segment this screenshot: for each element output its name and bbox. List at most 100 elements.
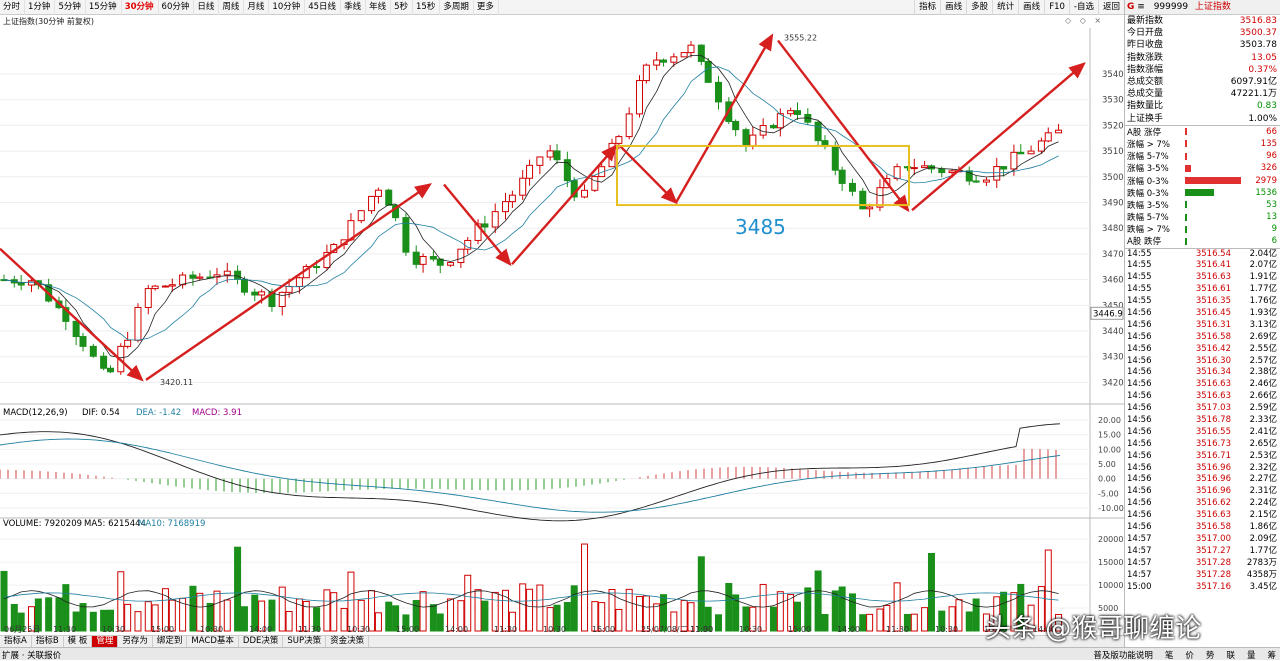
volume-bar — [581, 543, 589, 632]
consolidation-box — [616, 144, 910, 207]
period-tab-10[interactable]: 45日线 — [305, 0, 342, 15]
tool-button-6[interactable]: -自选 — [1068, 0, 1098, 15]
period-tab-9[interactable]: 10分钟 — [269, 0, 306, 15]
breadth-label: A股 涨停 — [1127, 127, 1162, 138]
tick-amount: 2.24亿 — [1249, 498, 1277, 509]
indicator-tab-3[interactable]: 管理 — [92, 636, 119, 647]
period-tab-15[interactable]: 多周期 — [440, 0, 474, 15]
indicator-tab-9[interactable]: 资金决策 — [326, 636, 370, 647]
chart-window-controls[interactable]: ◇ ◇ × — [1065, 16, 1105, 25]
status-item-3[interactable]: 势 — [1205, 651, 1215, 661]
breadth-label: 涨幅 5-7% — [1127, 152, 1169, 163]
candle-body — [1017, 151, 1025, 155]
status-item-0[interactable]: 普及版功能说明 — [1093, 651, 1153, 661]
kline-chart[interactable]: 3540 3530 3520 3510 3500 3490 3480 3470 3460 3450… — [0, 28, 1124, 635]
menu-icon[interactable]: ≡ — [1137, 2, 1145, 12]
status-item-4[interactable]: 联 — [1226, 651, 1235, 661]
tick-time: 14:55 — [1127, 272, 1152, 283]
indicator-tab-7[interactable]: DDE决策 — [239, 636, 284, 647]
status-item-6[interactable]: 筹 — [1267, 651, 1276, 661]
breadth-value: 96 — [1266, 151, 1277, 162]
breadth-bar — [1185, 201, 1187, 209]
candle-body — [591, 176, 599, 191]
status-item-5[interactable]: 量 — [1246, 651, 1256, 661]
candle-body — [653, 59, 661, 66]
candle-body — [240, 278, 248, 293]
volume-tick: 5000 — [1098, 604, 1118, 613]
candle-body — [742, 129, 750, 147]
indicator-tab-2[interactable]: 模 板 — [64, 636, 93, 647]
candle-body — [563, 159, 571, 182]
breadth-bar — [1185, 213, 1187, 221]
tool-button-1[interactable]: 画线 — [940, 0, 966, 15]
status-item-2[interactable]: 价 — [1185, 651, 1194, 661]
status-item-1[interactable]: 笔 — [1164, 651, 1174, 661]
status-left[interactable]: 扩展 · 关联报价 — [2, 651, 62, 661]
indicator-tab-6[interactable]: MACD基本 — [187, 636, 239, 647]
stock-name: 上证指数 — [1194, 2, 1231, 12]
tick-price: 3516.63 — [1195, 391, 1231, 402]
tool-button-4[interactable]: 画线 — [1018, 0, 1044, 15]
quote-row: 总成交量 47221.1万 — [1125, 88, 1280, 100]
period-tab-2[interactable]: 5分钟 — [55, 0, 86, 15]
candle-body — [526, 164, 534, 179]
candle-body — [1027, 150, 1035, 155]
price-tick: 3490 — [1102, 199, 1124, 209]
period-tabs: 分时 1分钟 5分钟 15分钟 30分钟 60分钟 日线 周线 月线 10分钟 45日线 季线 年线 5秒… — [0, 0, 499, 15]
period-tab-14[interactable]: 15秒 — [413, 0, 441, 15]
period-tab-0[interactable]: 分时 — [0, 0, 26, 15]
quote-stats: 最新指数 3516.83 今日开盘 3500.37 昨日收盘 3503.78 指数涨跌 13.… — [1125, 15, 1280, 125]
tool-button-7[interactable]: 返回 — [1097, 0, 1124, 15]
period-tab-12[interactable]: 年线 — [366, 0, 392, 15]
tick-row: 14:56 3516.34 2.38亿 — [1125, 367, 1280, 379]
period-tab-8[interactable]: 月线 — [244, 0, 270, 15]
tick-row: 14:56 3516.45 1.93亿 — [1125, 308, 1280, 320]
period-tab-3[interactable]: 15分钟 — [86, 0, 122, 15]
indicator-tab-0[interactable]: 指标A — [0, 636, 32, 647]
candle-body — [196, 276, 204, 279]
candle-body — [385, 189, 393, 206]
tool-button-2[interactable]: 多股 — [966, 0, 992, 15]
tick-row: 14:56 3516.96 2.32亿 — [1125, 463, 1280, 475]
candle-body — [285, 285, 293, 293]
volume-bar — [10, 603, 18, 632]
period-tab-13[interactable]: 5秒 — [391, 0, 414, 15]
volume-bar — [866, 613, 874, 632]
volume-bar — [635, 596, 643, 632]
candle-body — [859, 190, 867, 210]
indicator-tab-1[interactable]: 指标B — [32, 636, 64, 647]
price-tick: 3430 — [1102, 353, 1124, 363]
candle-body — [687, 44, 695, 54]
candle-body — [251, 291, 259, 296]
tick-row: 14:55 3516.63 1.91亿 — [1125, 272, 1280, 284]
tool-button-0[interactable]: 指标 — [914, 0, 940, 15]
tool-button-5[interactable]: F10 — [1044, 0, 1069, 15]
period-tab-16[interactable]: 更多 — [474, 0, 499, 15]
breadth-value: 53 — [1266, 199, 1277, 210]
tick-amount: 2.04亿 — [1249, 248, 1277, 259]
indicator-tab-5[interactable]: 绑定到 — [153, 636, 188, 647]
volume-bar — [117, 571, 125, 632]
tick-time: 14:55 — [1127, 248, 1152, 259]
trend-arrow — [911, 62, 1086, 212]
tick-price: 3516.61 — [1195, 284, 1231, 295]
candle-body — [972, 180, 980, 183]
time-tick: 11:30 — [690, 625, 713, 634]
period-tab-1[interactable]: 1分钟 — [25, 0, 56, 15]
volume-bar — [1027, 604, 1035, 632]
breadth-label: A股 跌停 — [1127, 237, 1162, 248]
period-tab-4[interactable]: 30分钟 — [122, 0, 159, 15]
volume-bar — [1044, 549, 1052, 632]
quote-value: 3516.83 — [1239, 16, 1277, 26]
macd-tick: 10.00 — [1098, 445, 1121, 454]
volume-bar — [474, 589, 482, 632]
period-tab-7[interactable]: 周线 — [219, 0, 245, 15]
indicator-tab-4[interactable]: 另存为 — [118, 636, 153, 647]
tick-row: 14:55 3516.41 2.07亿 — [1125, 260, 1280, 272]
indicator-tab-8[interactable]: SUP决策 — [283, 636, 327, 647]
quote-label: 今日开盘 — [1127, 28, 1164, 39]
period-tab-11[interactable]: 季线 — [341, 0, 367, 15]
period-tab-5[interactable]: 60分钟 — [159, 0, 195, 15]
tool-button-3[interactable]: 统计 — [992, 0, 1018, 15]
period-tab-6[interactable]: 日线 — [194, 0, 220, 15]
